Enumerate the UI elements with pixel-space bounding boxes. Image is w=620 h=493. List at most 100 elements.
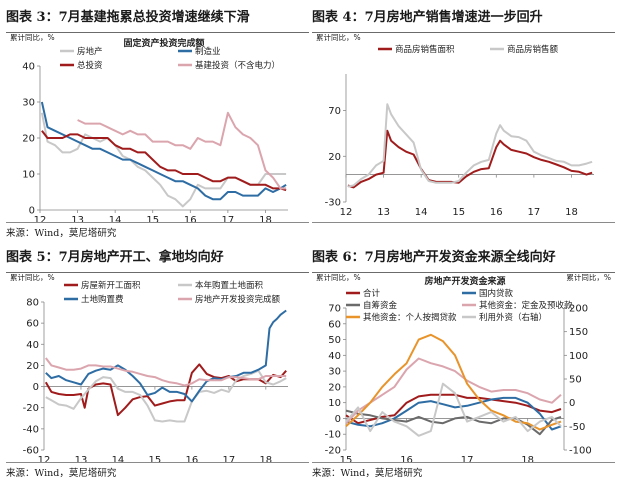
y-tick-label: 80 — [26, 298, 39, 309]
x-tick-label: 13 — [75, 455, 88, 462]
series-line-4 — [345, 357, 562, 424]
y-tick-label-right: -50 — [569, 422, 585, 433]
figure-panel-5: 图表 5：7月房地产开工、拿地均向好 累计同比，% -60 -40 -20 0 20 40 6… — [6, 246, 309, 486]
y-tick-label: -10 — [325, 430, 341, 441]
y-axis-label-right: 累计同比，% — [566, 274, 611, 282]
x-tick-label: 15 — [149, 455, 162, 462]
y-tick-label: 0 — [33, 382, 39, 393]
legend-label: 自筹资金 — [363, 300, 398, 311]
legend-label: 其他资金：个人按揭贷款 — [363, 312, 457, 323]
y-tick-label: 60 — [328, 319, 341, 330]
y-tick-label: 40 — [26, 340, 39, 351]
legend-item: 房地产 — [60, 46, 103, 57]
x-tick-label: 14 — [109, 215, 122, 222]
legend-item: 其他资金：定金及预收款 — [462, 300, 573, 311]
legend-item: 房屋新开工面积 — [64, 280, 141, 291]
x-tick-label: 15 — [340, 455, 353, 462]
chart-title: 房地产开发资金来源 — [424, 275, 505, 287]
chart-title: 固定资产投资完成额 — [123, 37, 204, 49]
y-tick-label: 0 — [29, 206, 35, 217]
x-tick-label: 16 — [490, 207, 503, 218]
x-tick-label: 16 — [400, 455, 413, 462]
y-tick-label: 10 — [22, 170, 35, 181]
x-tick-label: 12 — [38, 455, 51, 462]
y-tick-label: -60 — [23, 446, 39, 457]
y-tick-label-right: 50 — [569, 375, 582, 386]
y-tick-label: 0 — [335, 414, 341, 425]
legend-label: 利用外资（右轴） — [479, 312, 547, 323]
figure-source: 来源：Wind，莫尼塔研究 — [6, 462, 309, 485]
x-tick-label: 18 — [259, 455, 272, 462]
legend-label: 房地产 — [77, 46, 103, 57]
legend-item: 本年购置土地面积 — [178, 280, 264, 291]
y-tick-label: 40 — [22, 62, 35, 73]
legend-label: 合计 — [363, 288, 381, 299]
series-line-2 — [45, 369, 287, 423]
x-tick-label: 14 — [112, 455, 125, 462]
y-tick-label: -20 — [325, 446, 341, 457]
legend-label: 房地产开发投资完成额 — [195, 294, 281, 305]
y-tick-label: 20 — [26, 361, 39, 372]
legend-item: 自筹资金 — [346, 300, 398, 311]
y-tick-label: 70 — [328, 304, 341, 315]
series-line-3 — [41, 130, 287, 192]
legend-item: 商品房销售面积 — [378, 44, 455, 55]
y-tick-label: -30 — [325, 198, 341, 209]
series-line-1 — [40, 112, 287, 208]
legend-label: 制造业 — [195, 46, 221, 57]
x-tick-label: 17 — [222, 215, 235, 222]
series-line-5 — [345, 333, 562, 431]
legend-label: 国内贷款 — [479, 288, 514, 299]
x-tick-label: 16 — [186, 455, 199, 462]
legend-label: 总投资 — [77, 60, 103, 71]
y-tick-label-right: -100 — [569, 446, 592, 457]
figure-title: 图表 6：7月房地产开发资金来源全线向好 — [312, 246, 615, 273]
legend-label: 其他资金：定金及预收款 — [479, 300, 573, 311]
x-tick-label: 12 — [340, 207, 353, 218]
legend-item: 总投资 — [60, 60, 103, 71]
legend-item: 其他资金：个人按揭贷款 — [346, 312, 457, 323]
y-tick-label: 40 — [328, 351, 341, 362]
y-tick-label: 30 — [22, 98, 35, 109]
figure-source: 来源：Wind，莫尼塔研究 — [312, 462, 615, 485]
legend-label: 本年购置土地面积 — [195, 280, 264, 291]
figure-title: 图表 4：7月房地产销售增速进一步回升 — [312, 6, 615, 33]
x-tick-label: 12 — [34, 215, 47, 222]
y-tick-label: 60 — [26, 319, 39, 330]
chart-funding-sources: 累计同比，% 累计同比，%房地产开发资金来源-20-100102030405060… — [316, 274, 611, 462]
x-tick-label: 18 — [565, 207, 578, 218]
y-tick-label: 10 — [328, 398, 341, 409]
figure-panel-3: 图表 3：7月基建拖累总投资增速继续下滑 累计同比，% 固定资产投资完成额 0 10 2… — [6, 6, 309, 246]
y-tick-label: 20 — [22, 134, 35, 145]
x-tick-label: 17 — [528, 207, 541, 218]
chart-fixed-asset-investment: 累计同比，% 固定资产投资完成额 0 10 20 30 40 12 13 14 15 16 17 18 房地… — [10, 34, 288, 222]
series-line-3 — [345, 409, 562, 436]
figure-title: 图表 5：7月房地产开工、拿地均向好 — [6, 246, 309, 273]
legend-item: 利用外资（右轴） — [462, 312, 547, 323]
series-line-4 — [45, 357, 287, 387]
x-tick-label: 17 — [461, 455, 474, 462]
x-tick-label: 15 — [146, 215, 159, 222]
legend-label: 土地购置费 — [81, 294, 124, 305]
y-tick-label-right: 200 — [569, 304, 588, 315]
y-axis-label: 累计同比，% — [316, 34, 361, 42]
y-axis-label: 累计同比，% — [10, 274, 55, 282]
legend-item: 房地产开发投资完成额 — [178, 294, 281, 305]
y-tick-label: -40 — [23, 424, 39, 435]
legend-label: 商品房销售面积 — [395, 44, 455, 55]
series-line-2 — [347, 103, 593, 188]
y-tick-label: 50 — [328, 335, 341, 346]
y-tick-label: 70 — [328, 106, 341, 117]
legend-item: 土地购置费 — [64, 294, 124, 305]
y-tick-label: 20 — [328, 382, 341, 393]
legend-label: 基建投资（不含电力） — [195, 60, 280, 71]
legend-item: 商品房销售额 — [490, 44, 559, 55]
figure-source — [312, 222, 615, 245]
figure-source: 来源：Wind，莫尼塔研究 — [6, 222, 309, 245]
x-tick-label: 17 — [222, 455, 235, 462]
x-tick-label: 18 — [521, 455, 534, 462]
x-tick-label: 14 — [415, 207, 428, 218]
series-line-2 — [345, 396, 562, 431]
legend-item: 合计 — [346, 288, 381, 299]
legend-label: 房屋新开工面积 — [81, 280, 141, 291]
